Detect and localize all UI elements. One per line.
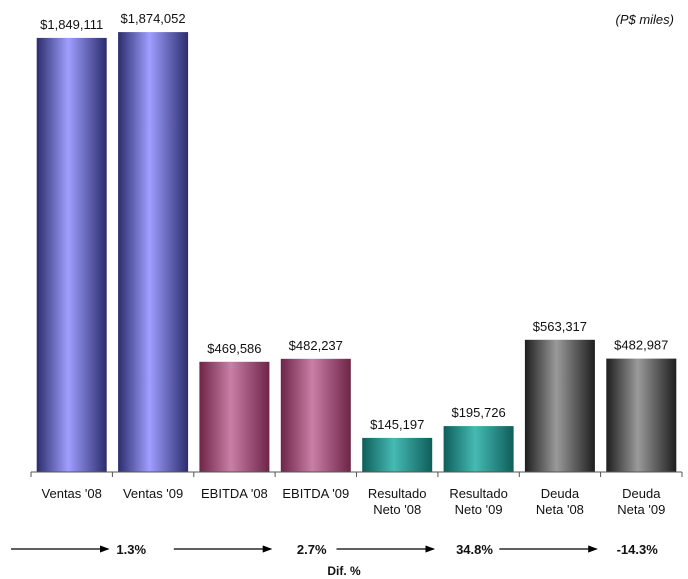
value-labels: $1,849,111 $1,874,052 $469,586 $482,237 $145… <box>40 11 668 432</box>
category-label-2: EBITDA '08 <box>201 486 268 501</box>
category-label-4: Resultado Neto '08 <box>368 486 427 517</box>
value-label-6: $563,317 <box>533 319 587 334</box>
value-label-1: $1,874,052 <box>121 11 186 26</box>
bar-3 <box>280 358 351 472</box>
bar-4 <box>362 437 433 472</box>
category-label-7: Deuda Neta '09 <box>617 486 665 517</box>
category-label-6: Deuda Neta '08 <box>536 486 584 517</box>
category-label-3: EBITDA '09 <box>282 486 349 501</box>
category-label-0: Ventas '08 <box>42 486 102 501</box>
category-label-5: Resultado Neto '09 <box>449 486 508 517</box>
bar-7 <box>606 358 677 472</box>
difference-value-3: -14.3% <box>617 542 659 557</box>
value-label-5: $195,726 <box>451 405 505 420</box>
difference-value-2: 34.8% <box>456 542 493 557</box>
bar-5 <box>443 426 514 472</box>
bar-1 <box>118 32 189 472</box>
difference-value-1: 2.7% <box>297 542 327 557</box>
bars <box>36 32 677 473</box>
value-label-4: $145,197 <box>370 417 424 432</box>
value-label-3: $482,237 <box>289 338 343 353</box>
units-note: (P$ miles) <box>615 12 674 27</box>
category-label-1: Ventas '09 <box>123 486 183 501</box>
value-label-7: $482,987 <box>614 338 668 353</box>
x-axis: Ventas '08 Ventas '09 EBITDA '08 EBITDA '09… <box>30 471 683 517</box>
difference-row: 1.3% 2.7% 34.8% -14.3% <box>11 542 658 557</box>
bar-2 <box>199 361 270 472</box>
bar-0 <box>36 37 107 473</box>
bar-6 <box>524 339 595 472</box>
difference-value-0: 1.3% <box>116 542 146 557</box>
difference-title: Dif. % <box>327 564 361 578</box>
value-label-2: $469,586 <box>207 341 261 356</box>
value-label-0: $1,849,111 <box>40 17 103 32</box>
